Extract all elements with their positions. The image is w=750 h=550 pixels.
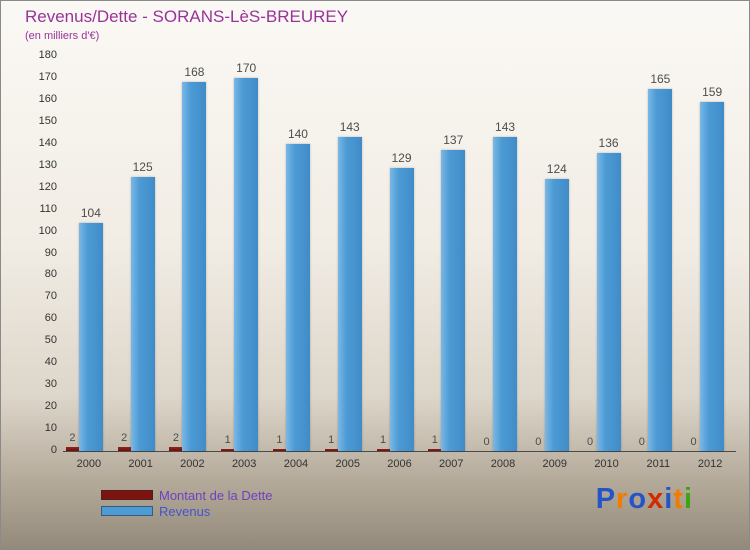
x-axis-label: 2008 [490,458,516,470]
y-tick-label: 120 [38,180,57,193]
dette-swatch [101,490,153,500]
bar-dette [65,446,79,451]
revenus-value-label: 168 [184,65,205,80]
revenus-value-label: 170 [236,60,257,75]
revenus-value-label: 104 [80,205,101,220]
revenus-value-label: 124 [546,161,567,176]
bar-revenus [648,88,673,451]
y-tick-label: 70 [44,290,57,303]
revenus-value-label: 129 [391,150,412,165]
y-tick-label: 110 [39,202,57,215]
x-axis-label: 2004 [283,458,309,470]
bar-revenus [234,77,259,451]
dette-value-label: 1 [431,433,438,446]
dette-value-label: 0 [483,436,490,448]
dette-value-label: 0 [690,436,697,448]
legend: Montant de la Dette Revenus [101,487,272,519]
bar-revenus [493,137,518,451]
x-axis-label: 2001 [128,458,153,470]
bar-dette [324,448,338,451]
bar-revenus [700,102,725,451]
logo-letter: i [683,483,693,515]
revenus-value-label: 137 [443,133,464,148]
plot-area: 0 10 20 30 40 50 60 70 80 90 100 110 120 130 140 150 160… [39,49,736,470]
x-axis-label: 2002 [180,458,205,470]
dette-value-label: 0 [638,436,645,448]
y-tick-label: 80 [44,268,57,281]
y-tick-label: 170 [38,70,57,83]
dette-label: Montant de la Dette [159,487,273,503]
y-tick-label: 130 [38,158,57,171]
y-tick-label: 90 [44,246,57,259]
revenus-value-label: 159 [702,85,723,100]
bar-dette [272,448,286,451]
x-axis-label: 2005 [335,458,360,470]
legend-item-revenus: Revenus [101,503,272,519]
revenus-value-label: 143 [495,120,516,135]
x-axis-label: 2010 [594,458,619,470]
bar-revenus [285,143,310,451]
dette-value-label: 2 [121,431,128,444]
y-tick-label: 140 [38,136,57,149]
dette-value-label: 2 [69,431,76,444]
x-axis-label: 2006 [387,458,412,470]
y-tick-label: 40 [44,356,57,369]
dette-value-label: 1 [328,433,335,446]
logo-letter: r [616,483,629,515]
y-tick-label: 60 [44,312,57,325]
y-tick-label: 10 [44,422,57,435]
logo-letter: i [664,483,674,515]
x-axis-label: 2009 [542,458,568,470]
proxiti-logo: Proxiti [596,483,693,516]
revenus-swatch [101,506,153,516]
bar-dette [428,448,442,451]
dette-value-label: 0 [587,436,594,448]
x-axis-label: 2011 [646,458,671,470]
logo-letter: P [595,483,617,515]
y-tick-label: 160 [38,92,57,105]
bar-revenus [78,222,103,451]
bar-dette [169,446,183,451]
y-tick-label: 150 [38,114,57,127]
bar-revenus [337,137,362,451]
dette-value-label: 2 [172,431,179,444]
bar-revenus [441,150,466,451]
y-tick-label: 20 [44,400,57,413]
bar-revenus [596,152,621,451]
x-axis-label: 2007 [439,458,464,470]
revenus-value-label: 125 [132,159,153,174]
revenus-label: Revenus [159,503,211,519]
dette-value-label: 1 [379,433,387,446]
x-axis-label: 2003 [231,458,257,470]
dette-value-label: 1 [224,433,231,446]
revenus-value-label: 140 [287,126,308,141]
bar-dette [221,448,235,451]
x-axis-label: 2000 [76,458,102,470]
logo-letter: x [647,483,665,515]
chart-title: Revenus/Dette - SORANS-LèS-BREUREY [25,7,349,26]
bar-revenus [544,178,569,451]
y-tick-label: 0 [50,444,57,456]
chart-subtitle: (en milliers d'€) [25,30,100,42]
logo-letter: o [628,483,648,515]
y-tick-label: 180 [38,49,57,61]
revenus-value-label: 143 [339,120,360,135]
bar-dette [117,446,131,451]
bar-revenus [182,82,207,451]
revenus-value-label: 165 [650,71,671,86]
bar-revenus [389,167,414,451]
dette-value-label: 0 [535,436,542,448]
revenus-value-label: 136 [598,135,619,150]
bar-dette [376,448,390,451]
bar-revenus [130,176,155,451]
legend-item-dette: Montant de la Dette [101,487,272,503]
y-tick-label: 50 [44,334,57,347]
logo-letter: t [673,483,684,515]
x-axis-label: 2012 [697,458,723,470]
y-tick-label: 30 [44,378,57,391]
dette-value-label: 1 [276,433,283,446]
y-tick-label: 100 [38,224,57,237]
